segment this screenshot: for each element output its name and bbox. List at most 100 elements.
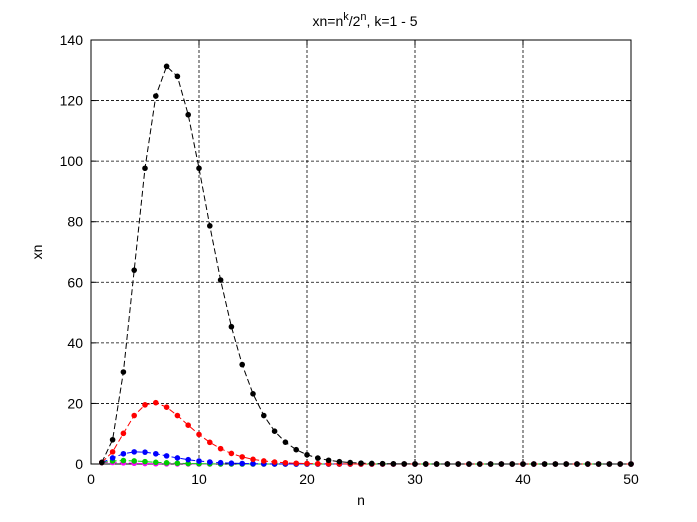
data-point — [163, 460, 170, 466]
data-point — [336, 458, 343, 465]
data-point — [109, 436, 116, 443]
data-point — [174, 73, 181, 80]
data-point — [379, 460, 386, 467]
y-tick-label: 0 — [75, 456, 83, 472]
data-point — [153, 450, 159, 457]
data-point — [433, 461, 440, 467]
y-tick-label: 20 — [67, 395, 83, 411]
chart-title: xn=nk/2n, k=1 - 5 — [312, 11, 417, 29]
data-point — [574, 461, 580, 467]
data-point — [455, 461, 462, 467]
data-point — [520, 461, 526, 467]
data-point — [207, 223, 213, 229]
y-axis-label: xn — [29, 245, 45, 260]
y-tick-label: 100 — [60, 153, 84, 169]
title-text: , k=1 - 5 — [367, 13, 418, 29]
data-point — [444, 461, 451, 467]
data-point — [131, 449, 137, 455]
data-point — [120, 457, 127, 464]
data-point — [185, 422, 191, 428]
data-point — [174, 412, 181, 419]
x-tick-label: 10 — [191, 471, 207, 487]
data-point — [585, 461, 591, 467]
data-point — [347, 459, 354, 466]
x-tick-label: 0 — [87, 471, 95, 487]
data-point — [282, 439, 289, 445]
title-text: xn=n — [312, 13, 343, 29]
data-point — [250, 456, 256, 463]
y-tick-label: 60 — [67, 274, 83, 290]
data-point — [271, 428, 278, 434]
data-point — [390, 461, 397, 467]
y-tick-label: 120 — [60, 93, 84, 109]
data-point — [217, 445, 224, 452]
data-point — [196, 165, 202, 172]
data-point — [185, 111, 191, 118]
data-point — [487, 461, 494, 467]
data-point — [282, 459, 289, 466]
data-point — [99, 459, 105, 466]
data-point — [217, 277, 224, 283]
data-point — [250, 391, 256, 397]
data-point — [304, 460, 310, 467]
y-tick-label: 140 — [60, 32, 84, 48]
data-point — [239, 361, 245, 368]
x-tick-label: 30 — [407, 471, 423, 487]
data-point — [466, 461, 472, 467]
data-point — [120, 450, 127, 457]
x-tick-label: 50 — [623, 471, 639, 487]
data-point — [498, 461, 505, 467]
data-point — [185, 456, 191, 463]
data-point — [617, 461, 623, 467]
data-point — [153, 459, 159, 466]
data-point — [228, 460, 235, 466]
data-point — [142, 458, 148, 465]
data-point — [552, 461, 559, 467]
data-point — [174, 455, 181, 461]
x-tick-label: 40 — [515, 471, 531, 487]
data-point — [120, 369, 127, 375]
data-point — [120, 430, 127, 437]
data-point — [109, 455, 116, 461]
data-point — [271, 459, 278, 465]
data-point — [163, 404, 170, 410]
data-point — [531, 461, 537, 467]
data-point — [401, 461, 408, 467]
title-text: /2 — [349, 13, 361, 29]
data-point — [261, 412, 267, 419]
data-point — [142, 449, 148, 455]
data-point — [304, 451, 310, 458]
data-point — [541, 461, 548, 467]
data-point — [423, 461, 429, 467]
data-point — [315, 455, 321, 461]
data-point — [207, 439, 213, 446]
data-point — [509, 461, 515, 467]
data-point — [196, 431, 202, 438]
data-point — [628, 461, 634, 467]
data-point — [315, 460, 321, 467]
data-point — [228, 450, 235, 457]
data-point — [142, 402, 148, 408]
data-point — [412, 461, 418, 467]
x-tick-label: 20 — [299, 471, 315, 487]
x-axis-label: n — [357, 492, 365, 508]
data-point — [163, 453, 170, 459]
title-superscript: n — [360, 11, 366, 23]
data-point — [207, 459, 213, 465]
data-point — [293, 446, 300, 453]
title-superscript: k — [343, 11, 349, 23]
data-point — [239, 454, 245, 460]
data-point — [261, 458, 267, 464]
data-point — [606, 461, 613, 467]
data-point — [153, 93, 159, 99]
data-point — [358, 460, 364, 466]
data-point — [293, 460, 300, 467]
data-point — [163, 63, 170, 70]
y-tick-label: 40 — [67, 335, 83, 351]
data-point — [174, 460, 181, 467]
data-point — [228, 323, 235, 330]
data-point — [142, 165, 148, 172]
data-point — [217, 459, 224, 466]
